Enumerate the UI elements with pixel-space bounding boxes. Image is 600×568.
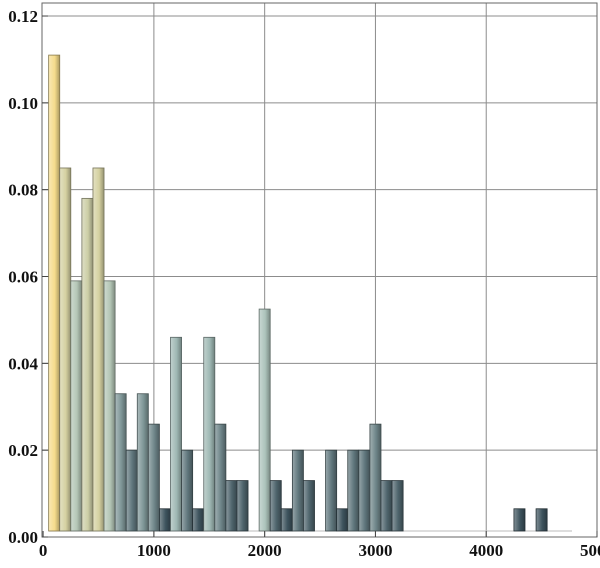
histogram-bar [391, 480, 404, 532]
histogram-bar [192, 508, 205, 532]
grid-lines [42, 3, 597, 537]
histogram-bar [225, 480, 238, 532]
histogram-bar [70, 280, 83, 532]
x-tick-label: 5000 [580, 541, 600, 560]
histogram-bar [325, 449, 338, 532]
histogram-bar [48, 54, 61, 532]
histogram-bar [92, 167, 105, 532]
y-tick-label: 0.00 [8, 528, 38, 547]
x-tick-label: 3000 [358, 541, 392, 560]
histogram-bar [535, 508, 548, 532]
histogram-bar [147, 423, 160, 532]
histogram-bar [369, 423, 382, 532]
y-tick-label: 0.06 [8, 268, 38, 287]
histogram-bar [170, 336, 182, 532]
histogram-bar [103, 280, 116, 532]
histogram-bar [81, 197, 94, 532]
histogram-bar [59, 167, 72, 532]
histogram-bar [159, 508, 171, 532]
histogram-bar [258, 308, 271, 532]
histogram-bar [336, 508, 349, 532]
x-axis-ticks: 0 1000 2000 3000 4000 5000 [39, 531, 600, 560]
y-tick-label: 0.04 [8, 354, 38, 373]
histogram-bar [125, 449, 138, 532]
histogram-bar [358, 449, 371, 532]
y-tick-label: 0.12 [8, 7, 38, 26]
histogram-bar [303, 480, 315, 532]
histogram-bar [280, 508, 293, 532]
x-tick-label: 2000 [248, 541, 282, 560]
x-tick-label: 1000 [137, 541, 171, 560]
histogram-bar [380, 480, 393, 532]
histogram-bar [203, 336, 216, 532]
plot-background [42, 3, 597, 537]
y-tick-label: 0.08 [8, 181, 38, 200]
histogram-bar [136, 393, 149, 532]
y-tick-label: 0.02 [8, 441, 38, 460]
plot-frame [41, 2, 598, 538]
histogram-bar [347, 449, 360, 532]
histogram-bar [236, 480, 249, 532]
y-tick-label: 0.10 [8, 94, 38, 113]
histogram-bar [291, 449, 304, 532]
histogram-bar [513, 508, 526, 532]
histogram-bar [181, 449, 194, 532]
x-tick-label: 4000 [469, 541, 503, 560]
y-axis-ticks: 0.00 0.02 0.04 0.06 0.08 0.10 0.12 [8, 7, 48, 547]
bars [48, 54, 548, 532]
histogram-bar [214, 423, 227, 532]
x-tick-label: 0 [39, 541, 48, 560]
histogram-bar [114, 393, 127, 532]
histogram-bar [269, 480, 282, 532]
